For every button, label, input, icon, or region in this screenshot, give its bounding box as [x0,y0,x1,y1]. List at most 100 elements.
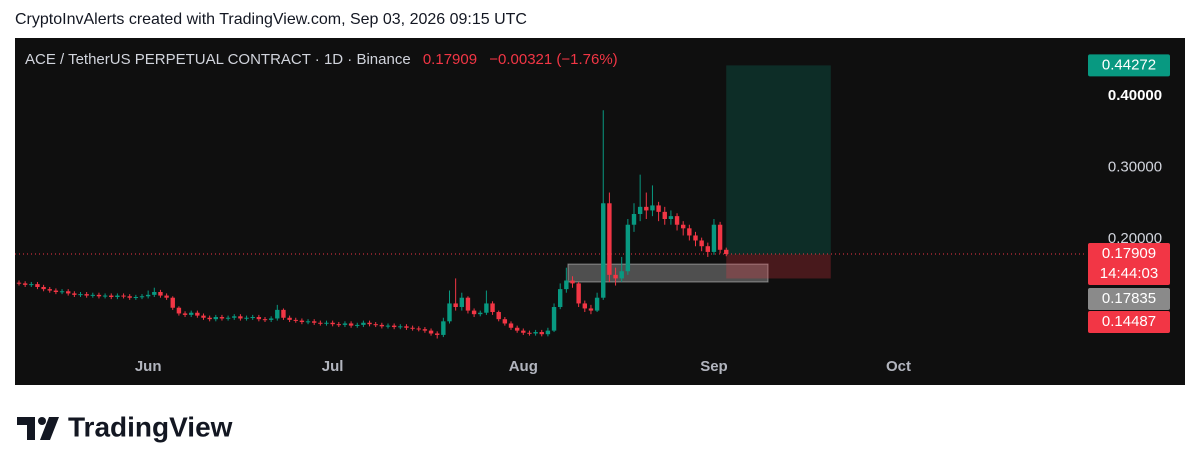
last-price-label-bg [1088,243,1170,286]
position-target-zone [726,65,831,255]
candle-body [379,324,385,327]
candle-body [330,322,335,325]
x-tick-label: Oct [886,358,911,375]
candle-body [705,246,710,252]
candle-body [78,294,83,296]
candle-body [207,317,212,320]
candle-body [668,216,674,220]
candle-body [213,317,218,320]
candle-body [53,290,59,292]
candle-body [29,284,34,286]
candle-body [539,332,544,335]
candle-body [662,211,667,220]
candle-body [441,321,446,335]
logo-icon [38,417,46,425]
candle-body [656,205,661,212]
candle-body [182,313,188,315]
candle-body [545,330,551,335]
candle-body [422,329,428,331]
y-tick-label: 0.20000 [1108,230,1162,247]
entry-label: 0.17835 [1102,290,1156,307]
candle-body [533,332,538,334]
candle-body [594,297,600,311]
candle-body [521,330,526,333]
x-tick-label: Aug [509,358,538,375]
candle-body [115,295,120,297]
candle-body [373,324,378,326]
chart-legend: ACE / TetherUS PERPETUAL CONTRACT · 1D ·… [25,51,618,68]
candle-body [681,224,686,229]
candle-body [336,324,341,326]
candle-body [699,240,704,247]
x-tick-label: Jul [322,358,344,375]
candle-body [582,303,587,309]
candle-body [385,325,391,327]
candle-body [601,203,606,298]
target-label: 0.44272 [1102,56,1156,73]
logo-icon [40,417,59,440]
stop-label: 0.14487 [1102,313,1156,330]
candle-body [631,214,637,225]
candle-body [152,291,157,295]
position-stop-zone [726,254,831,279]
candle-body [404,326,409,328]
candle-body [416,328,421,330]
candle-body [650,205,655,211]
candle-body [324,322,329,324]
candle-body [22,283,28,285]
brand-name: TradingView [68,411,233,442]
logo-icon [17,417,35,440]
entry-label-bg [1088,288,1170,310]
candle-body [674,216,680,225]
candle-body [570,280,575,284]
candle-body [447,303,452,322]
candle-body [428,330,434,334]
candle-body [66,291,71,294]
candle-body [232,316,237,318]
candle-body [312,321,317,323]
plot: Jun Jul Aug Sep Oct 0.20000 0.30000 0.40000 0.44… [15,54,1170,375]
candle-body [527,332,532,334]
candle-body [558,289,563,308]
candle-body [588,308,594,311]
candle-body [348,323,354,326]
candle-body [551,307,557,331]
candle-body [305,321,311,323]
candle-body [238,316,243,319]
candle-body [109,295,114,297]
candle-body [133,296,139,298]
candle-body [102,295,108,297]
candle-body [176,307,182,314]
candle-body [139,296,145,298]
candle-body [355,324,360,326]
last-price-label: 0.17909 [1102,245,1156,262]
candle-body [465,297,471,311]
watermark: CryptoInvAlerts created with TradingView… [15,11,527,28]
candle-body [281,309,286,318]
candle-body [496,312,501,320]
candle-body [256,317,262,320]
candle-body [35,284,40,287]
candle-body [84,294,89,296]
candle-body [619,271,624,279]
candle-body [453,303,458,308]
chart-panel [15,38,1185,385]
target-label-bg [1088,54,1170,77]
candle-body [293,319,298,321]
candle-body [711,224,717,252]
candle-body [613,274,618,279]
candle-body [170,297,175,308]
candle-body [121,295,126,297]
candle-body [195,312,200,316]
candle-body [219,317,225,319]
candle-body [225,317,231,319]
candle-body [96,294,102,297]
candle-body [367,322,372,325]
candle-body [189,312,194,315]
candle-body [275,309,280,319]
candle-body [127,296,132,298]
candle-body [164,295,169,298]
candle-body [318,322,323,324]
price-change: −0.00321 (−1.76%) [489,51,617,68]
candle-body [508,323,514,328]
